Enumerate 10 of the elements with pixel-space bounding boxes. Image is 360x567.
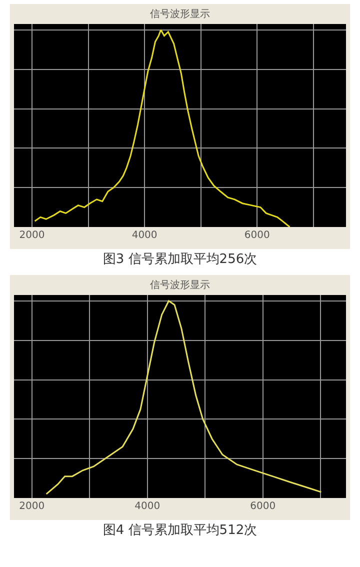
x-tick-label: 6000	[244, 230, 270, 241]
x-tick-label: 2000	[19, 501, 45, 512]
caption: 图3 信号累加取平均256次	[102, 251, 258, 269]
x-tick-label: 4000	[134, 501, 160, 512]
x-tick-label: 6000	[250, 501, 276, 512]
chart-title: 信号波形显示	[150, 279, 210, 292]
chart-title: 信号波形显示	[150, 8, 210, 20]
caption: 图4 信号累加取平均512次	[102, 522, 258, 540]
x-tick-label: 4000	[132, 230, 158, 241]
x-tick-label: 2000	[19, 230, 45, 241]
